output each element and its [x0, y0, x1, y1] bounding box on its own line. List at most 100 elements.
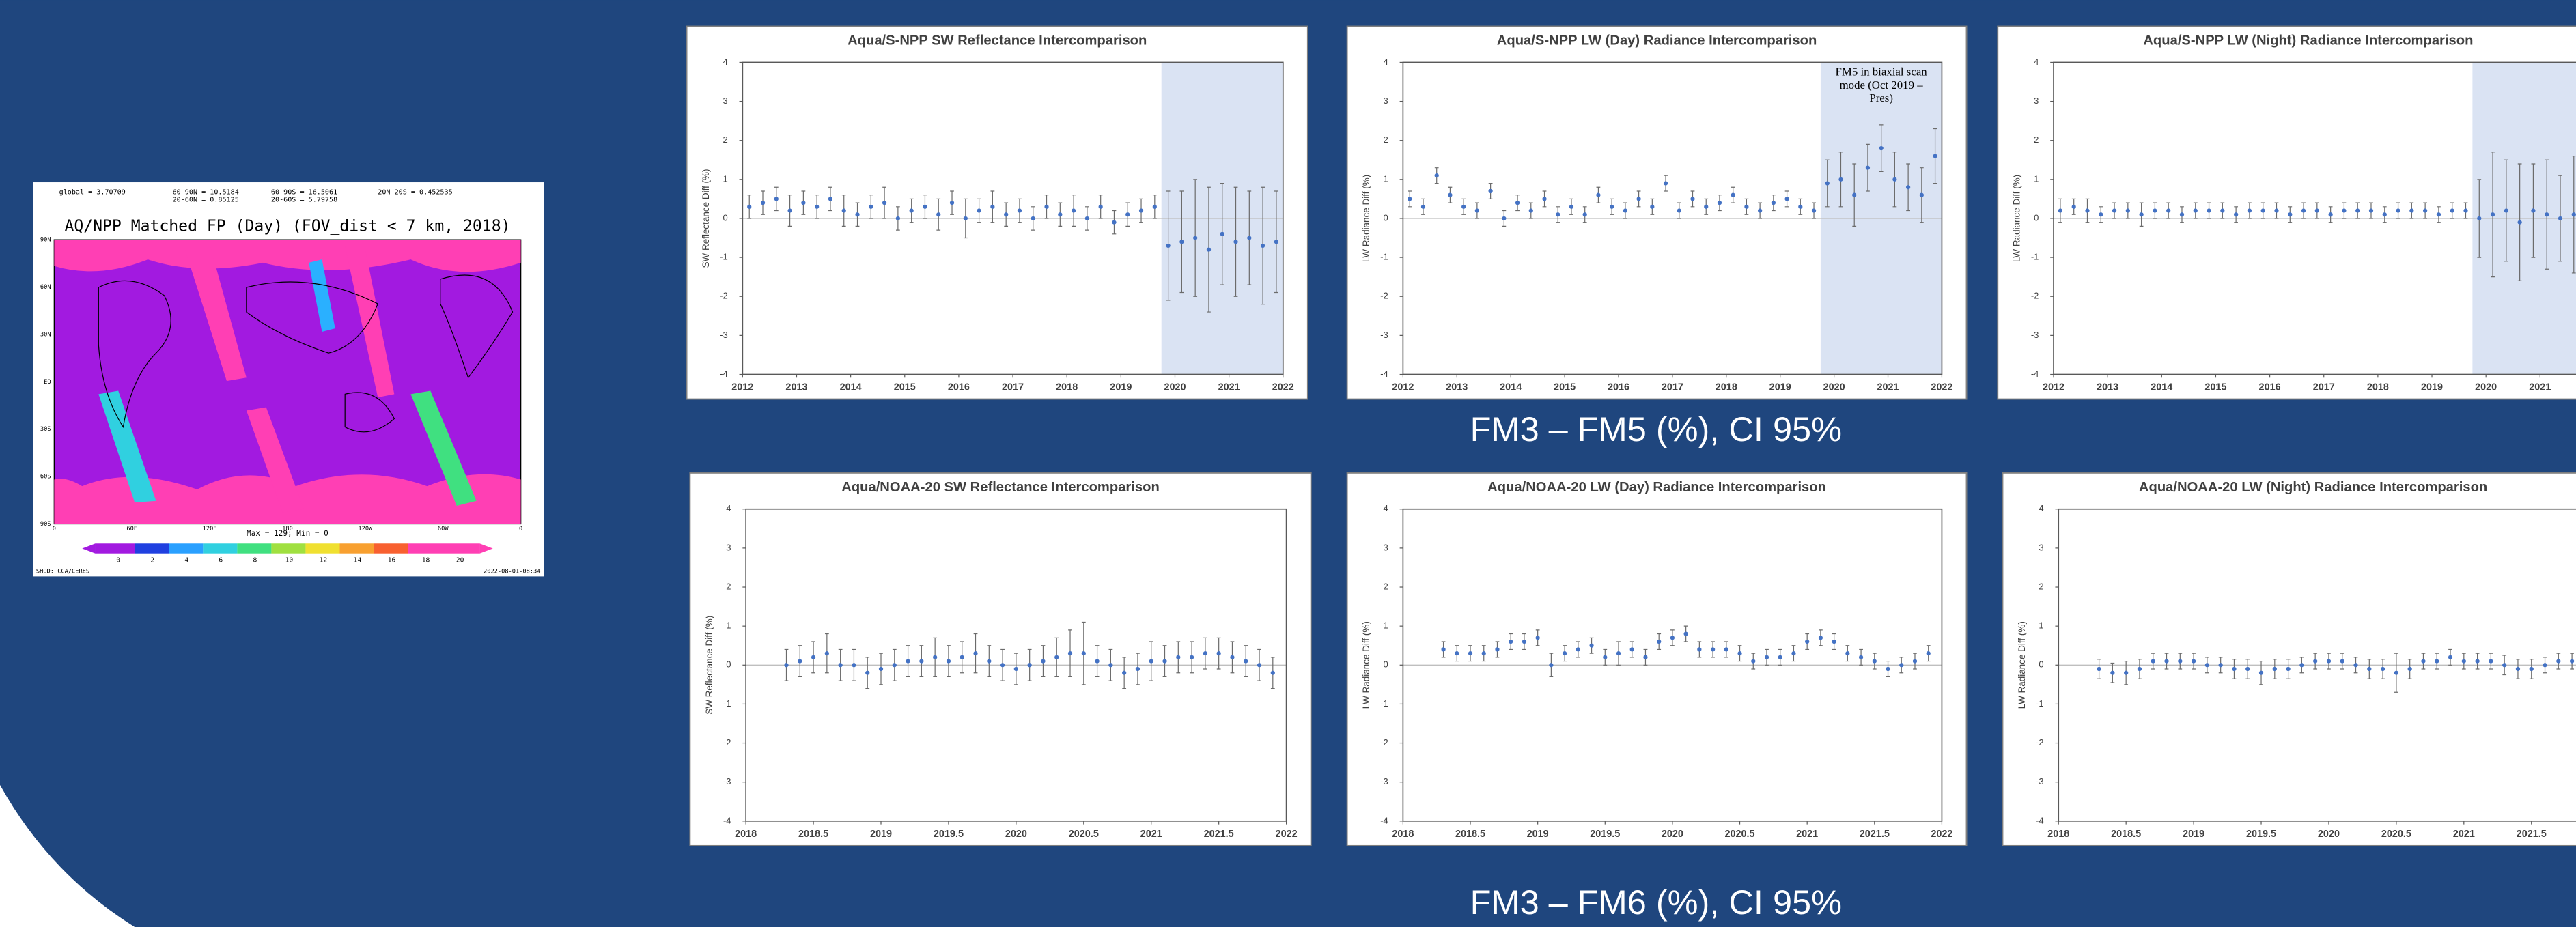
y-tick-label: 0 [1384, 659, 1388, 670]
y-axis-label: SW Reflectance Diff (%) [701, 169, 711, 268]
data-point [1845, 651, 1849, 655]
x-tick-label: 2017 [2313, 382, 2335, 393]
data-point [842, 208, 846, 212]
data-point [747, 205, 751, 209]
data-point [1108, 663, 1112, 667]
y-tick-label: -1 [720, 252, 728, 262]
data-point [990, 205, 994, 209]
data-point [2355, 208, 2360, 212]
data-point [2437, 212, 2441, 216]
data-point [1913, 659, 1917, 663]
data-point [893, 663, 897, 667]
data-point [1193, 236, 1197, 240]
y-tick-label: -3 [720, 330, 728, 340]
map-stat: global = 3.70709 [59, 188, 126, 196]
data-point [2545, 212, 2549, 216]
map-lon-label: 60E [126, 526, 137, 532]
data-point [1488, 189, 1492, 193]
data-point [1536, 636, 1540, 640]
y-tick-label: 1 [1384, 621, 1388, 631]
data-point [1819, 636, 1823, 640]
data-point [2353, 663, 2357, 667]
data-point [1274, 240, 1278, 244]
data-point [2327, 659, 2331, 663]
data-point [2274, 208, 2278, 212]
data-point [1852, 193, 1856, 197]
data-point [1179, 240, 1184, 244]
y-tick-label: 4 [1384, 57, 1388, 67]
data-point [1058, 212, 1062, 216]
data-point [2477, 216, 2481, 220]
data-point [828, 197, 832, 201]
data-point [2531, 208, 2535, 212]
x-tick-label: 2018 [2047, 829, 2069, 840]
data-point [2301, 208, 2306, 212]
x-tick-label: 2014 [840, 382, 862, 393]
y-tick-label: -2 [1380, 291, 1388, 301]
x-tick-label: 2021 [1140, 829, 1162, 840]
data-point [2369, 208, 2373, 212]
x-tick-label: 2022 [1931, 829, 1952, 840]
x-tick-label: 2013 [1446, 382, 1468, 393]
x-tick-label: 2018 [1056, 382, 1078, 393]
x-tick-label: 2020.5 [1724, 829, 1754, 840]
x-tick-label: 2021 [2453, 829, 2475, 840]
y-tick-label: 0 [723, 212, 727, 223]
data-point [1041, 659, 1045, 663]
data-point [1000, 663, 1005, 667]
slide-body: FM3 – FM5 (%), CI 95% FM3 – FM6 (%), CI … [0, 0, 2576, 927]
data-point [1859, 655, 1863, 659]
data-point [1421, 205, 1425, 209]
data-point [1927, 651, 1931, 655]
colorbar-swatch [374, 543, 408, 553]
y-tick-label: 3 [1384, 96, 1388, 106]
data-point [1569, 205, 1573, 209]
x-tick-label: 2020 [1164, 382, 1186, 393]
colorbar-swatch [339, 543, 374, 553]
x-tick-label: 2020 [1662, 829, 1683, 840]
data-point [1556, 212, 1560, 216]
data-point [1731, 193, 1735, 197]
data-point [936, 212, 940, 216]
data-point [1711, 647, 1715, 651]
data-point [1099, 205, 1103, 209]
x-tick-label: 2019 [870, 829, 892, 840]
data-point [815, 205, 819, 209]
colorbar-tick-label: 4 [184, 556, 188, 564]
colorbar-swatch [169, 543, 203, 553]
data-point [2097, 667, 2101, 671]
colorbar-tick-label: 20 [456, 556, 464, 564]
data-point [973, 651, 977, 655]
data-point [1166, 244, 1170, 248]
data-point [1690, 197, 1694, 201]
data-point [1879, 146, 1884, 150]
x-tick-label: 2013 [785, 382, 807, 393]
data-point [2423, 208, 2427, 212]
colorbar-tick-label: 14 [354, 556, 362, 564]
chart: Aqua/S-NPP LW (Day) Radiance Intercompar… [1347, 27, 1967, 399]
y-tick-label: -2 [2031, 291, 2039, 301]
y-tick-label: 4 [2034, 57, 2039, 67]
data-point [1149, 659, 1153, 663]
data-point [1784, 197, 1789, 201]
data-point [2408, 667, 2412, 671]
data-point [1603, 655, 1607, 659]
data-point [1217, 651, 1221, 655]
data-point [2421, 659, 2425, 663]
data-point [1529, 208, 1533, 212]
x-tick-label: 2021 [1218, 382, 1240, 393]
y-tick-label: 1 [726, 621, 731, 631]
y-tick-label: 0 [726, 659, 731, 670]
colorbar [82, 543, 492, 553]
y-tick-label: 2 [723, 134, 727, 145]
data-point [2463, 208, 2467, 212]
data-point [2058, 208, 2062, 212]
y-axis-label: LW Radiance Diff (%) [2012, 175, 2022, 262]
colorbar-swatch [135, 543, 169, 553]
x-tick-label: 2016 [1608, 382, 1629, 393]
data-point [1630, 647, 1634, 651]
data-point [2313, 659, 2317, 663]
data-point [1791, 651, 1795, 655]
y-tick-label: -1 [2031, 252, 2039, 262]
y-tick-label: -3 [1380, 776, 1388, 786]
